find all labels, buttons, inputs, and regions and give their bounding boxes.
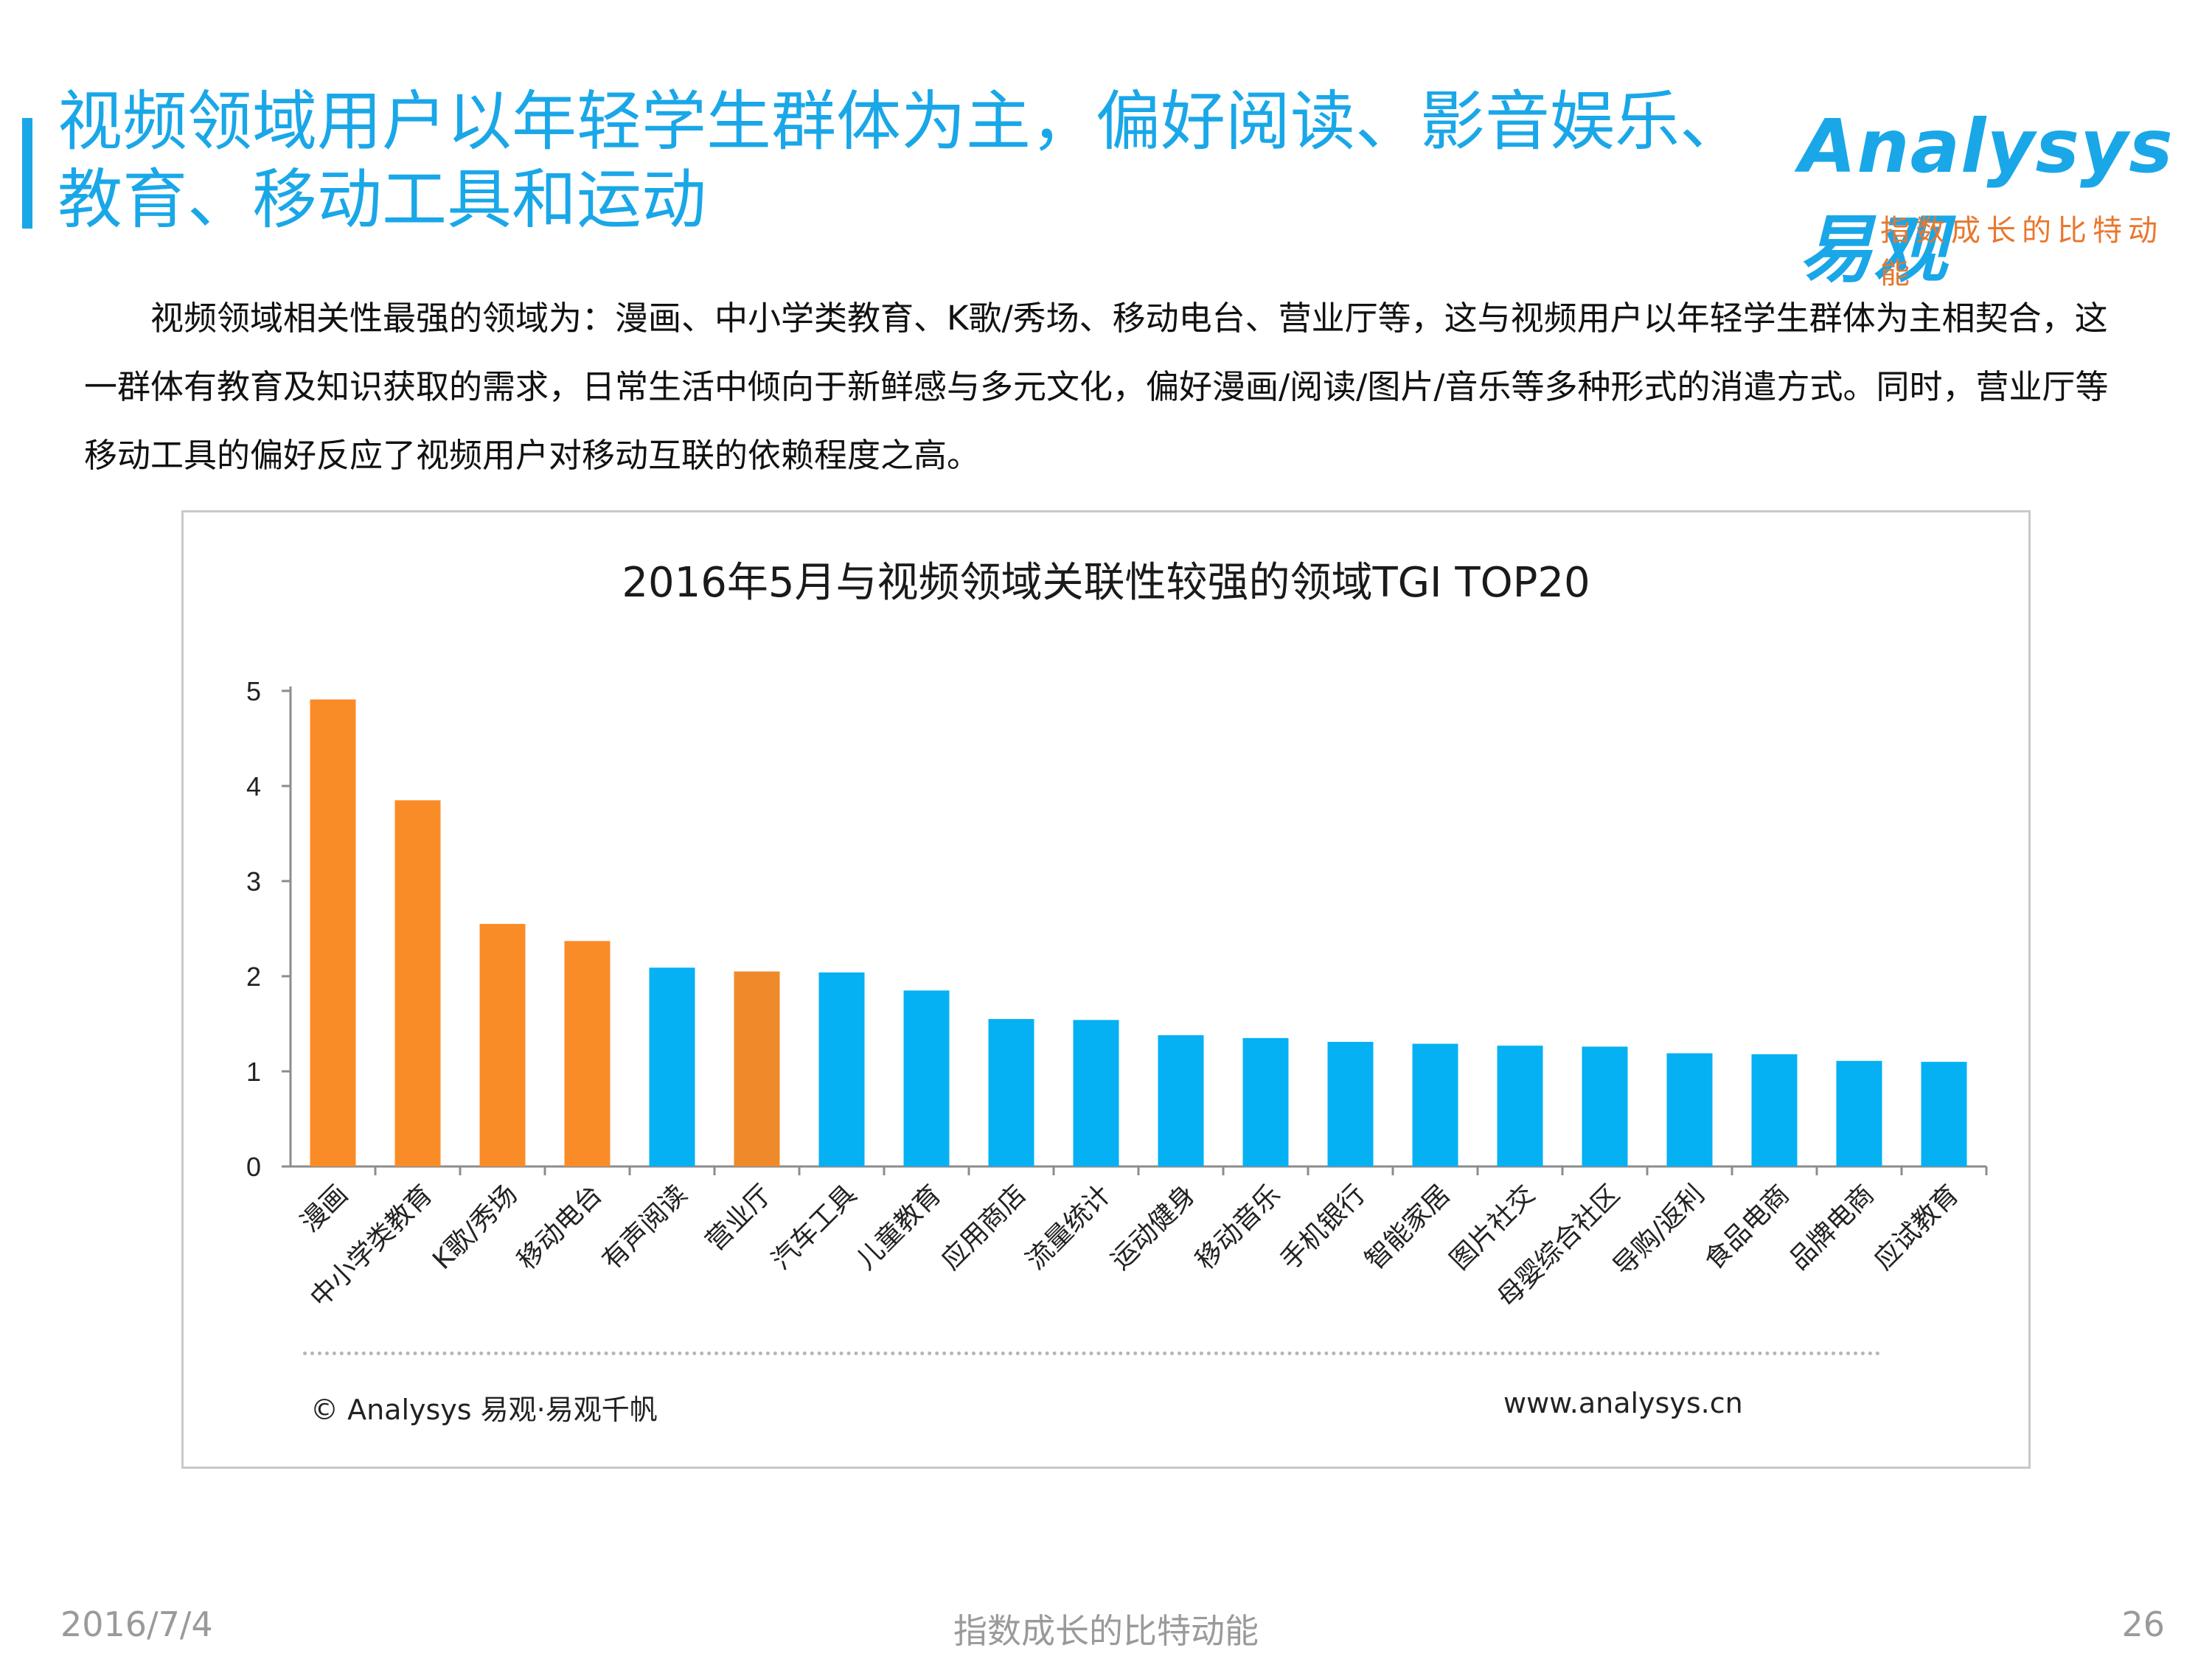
x-category-label: 应用商店 bbox=[936, 1179, 1032, 1276]
x-category-label: 手机银行 bbox=[1275, 1179, 1371, 1276]
x-category-label: 导购/返利 bbox=[1607, 1179, 1710, 1281]
chart-title: 2016年5月与视频领域关联性较强的领域TGI TOP20 bbox=[622, 559, 1590, 607]
slide-title: 视频领域用户以年轻学生群体为主，偏好阅读、影音娱乐、教育、移动工具和运动 bbox=[58, 83, 1745, 237]
x-category-label: 食品电商 bbox=[1699, 1179, 1795, 1276]
y-tick-label: 3 bbox=[246, 866, 261, 897]
x-category-label: 移动音乐 bbox=[1190, 1179, 1287, 1276]
bar bbox=[649, 967, 695, 1166]
bar bbox=[1836, 1060, 1882, 1166]
bar bbox=[988, 1019, 1034, 1166]
bar bbox=[1412, 1043, 1458, 1166]
y-tick-label: 5 bbox=[246, 676, 261, 706]
bar bbox=[1158, 1034, 1204, 1166]
x-category-label: 品牌电商 bbox=[1784, 1179, 1880, 1276]
bar bbox=[1327, 1042, 1374, 1166]
chart-copyright: © Analysys 易观·易观千帆 bbox=[310, 1394, 658, 1426]
x-category-label: 漫画 bbox=[295, 1179, 354, 1238]
y-tick-label: 2 bbox=[246, 961, 261, 992]
chart-website: www.analysys.cn bbox=[1503, 1387, 1743, 1419]
description-paragraph: 视频领域相关性最强的领域为：漫画、中小学类教育、K歌/秀场、移动电台、营业厅等，… bbox=[84, 299, 2109, 475]
bar bbox=[903, 990, 950, 1166]
x-category-label: 流量统计 bbox=[1020, 1179, 1117, 1276]
analysys-logo: Analysys 易观 指数成长的比特动能 bbox=[1799, 103, 2190, 293]
bar bbox=[1073, 1020, 1119, 1166]
bar bbox=[1242, 1037, 1289, 1166]
x-category-label: 汽车工具 bbox=[766, 1179, 863, 1276]
x-category-label: K歌/秀场 bbox=[427, 1179, 524, 1276]
page-number: 26 bbox=[2121, 1604, 2165, 1644]
chart-divider bbox=[303, 1352, 1881, 1355]
y-tick-label: 0 bbox=[246, 1152, 261, 1182]
bar bbox=[479, 924, 526, 1166]
x-category-label: 营业厅 bbox=[700, 1179, 777, 1256]
footer-slogan: 指数成长的比特动能 bbox=[953, 1611, 1259, 1651]
bar bbox=[1582, 1046, 1628, 1166]
bar bbox=[1921, 1062, 1967, 1166]
bar bbox=[1666, 1053, 1713, 1166]
footer-date: 2016/7/4 bbox=[60, 1604, 213, 1644]
bar bbox=[734, 971, 780, 1166]
x-category-label: 运动健身 bbox=[1105, 1179, 1202, 1276]
x-category-label: 应试教育 bbox=[1868, 1179, 1965, 1276]
bar bbox=[310, 699, 356, 1166]
bar bbox=[564, 941, 611, 1166]
x-category-label: 儿童教育 bbox=[851, 1179, 947, 1276]
bar bbox=[818, 972, 865, 1166]
chart-container: 2016年5月与视频领域关联性较强的领域TGI TOP20 0 1 2 3 4 5 漫画 中小… bbox=[181, 510, 2031, 1469]
bar bbox=[394, 800, 441, 1166]
y-tick-label: 4 bbox=[246, 771, 261, 801]
logo-slogan: 指数成长的比特动能 bbox=[1880, 214, 2163, 291]
x-category-label: 智能家居 bbox=[1360, 1179, 1456, 1276]
x-category-label: 移动电台 bbox=[512, 1179, 608, 1276]
y-tick-label: 1 bbox=[246, 1057, 261, 1087]
title-accent-bar bbox=[22, 118, 32, 229]
bar bbox=[1497, 1046, 1543, 1166]
logo-brand: Analysys 易观 bbox=[1799, 103, 2174, 293]
bar bbox=[1751, 1054, 1798, 1166]
x-category-label: 有声阅读 bbox=[597, 1179, 693, 1276]
